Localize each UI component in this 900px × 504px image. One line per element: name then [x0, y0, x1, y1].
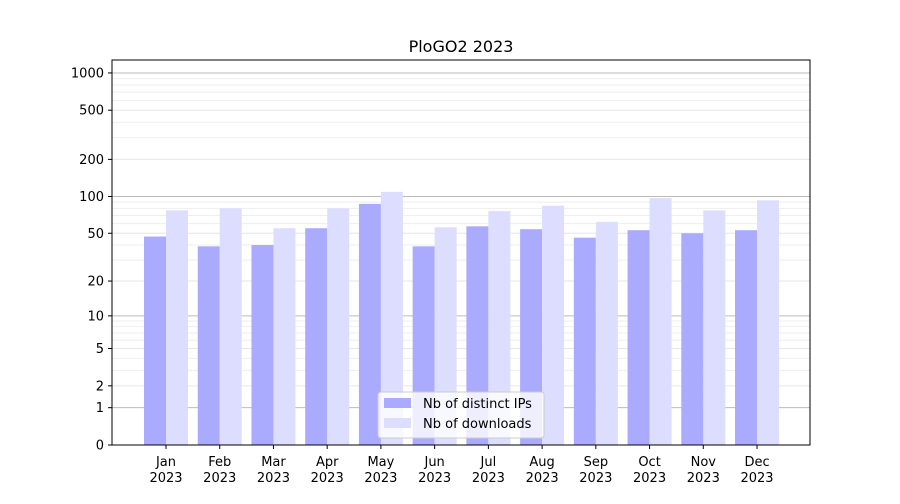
plot-frame — [111, 59, 811, 446]
bar-downloads — [219, 208, 242, 445]
legend-box — [377, 391, 545, 439]
x-tick-label: Jan 2023 — [149, 455, 182, 486]
y-tick-label: 20 — [87, 275, 104, 290]
legend-swatch — [384, 418, 411, 428]
y-tick-label: 200 — [79, 153, 104, 168]
x-tick-label: May 2023 — [364, 455, 397, 486]
bar-distinct-ips — [627, 230, 650, 445]
x-tick-label: Oct 2023 — [633, 455, 666, 486]
bar-distinct-ips — [197, 246, 220, 445]
y-tick-label: 50 — [87, 227, 104, 242]
bar-distinct-ips — [251, 245, 274, 445]
bar-downloads — [649, 198, 672, 445]
x-tick-label: Jun 2023 — [418, 455, 451, 486]
bar-distinct-ips — [681, 233, 704, 445]
legend-swatch — [384, 398, 411, 408]
bar-distinct-ips — [305, 228, 328, 445]
y-tick-label: 2 — [96, 379, 104, 394]
bar-downloads — [434, 227, 457, 445]
legend: Nb of distinct IPs Nb of downloads — [377, 391, 545, 439]
bar-distinct-ips — [735, 230, 758, 445]
bar-distinct-ips — [358, 203, 381, 445]
x-tick-label: Jul 2023 — [472, 455, 505, 486]
chart-title: PloGO2 2023 — [409, 37, 514, 56]
bar-downloads — [703, 210, 726, 445]
y-tick-label: 1000 — [71, 66, 104, 81]
x-tick-label: Dec 2023 — [740, 455, 773, 486]
x-tick-label: Sep 2023 — [579, 455, 612, 486]
bar-downloads — [327, 208, 350, 445]
bar-downloads — [542, 205, 565, 445]
bar-distinct-ips — [144, 236, 166, 445]
bar-downloads — [757, 200, 780, 445]
legend-label: Nb of downloads — [423, 417, 532, 432]
x-tick-label: Feb 2023 — [203, 455, 236, 486]
x-tick-label: Mar 2023 — [257, 455, 290, 486]
bar-downloads — [488, 211, 511, 445]
x-tick-label: Apr 2023 — [311, 455, 344, 486]
y-tick-label: 10 — [87, 309, 104, 324]
bar-distinct-ips — [466, 226, 489, 445]
y-tick-label: 0 — [96, 439, 104, 454]
y-tick-label: 100 — [79, 190, 104, 205]
bar-distinct-ips — [520, 229, 543, 445]
bar-downloads — [273, 228, 296, 445]
y-tick-label: 1 — [96, 401, 104, 416]
y-tick-label: 5 — [96, 342, 104, 357]
x-tick-label: Aug 2023 — [526, 455, 559, 486]
legend-label: Nb of distinct IPs — [423, 397, 532, 412]
bar-downloads — [380, 191, 403, 445]
x-tick-label: Nov 2023 — [687, 455, 720, 486]
y-tick-label: 500 — [79, 104, 104, 119]
bar-distinct-ips — [573, 237, 596, 445]
bar-downloads — [166, 210, 188, 445]
bar-downloads — [595, 221, 618, 445]
